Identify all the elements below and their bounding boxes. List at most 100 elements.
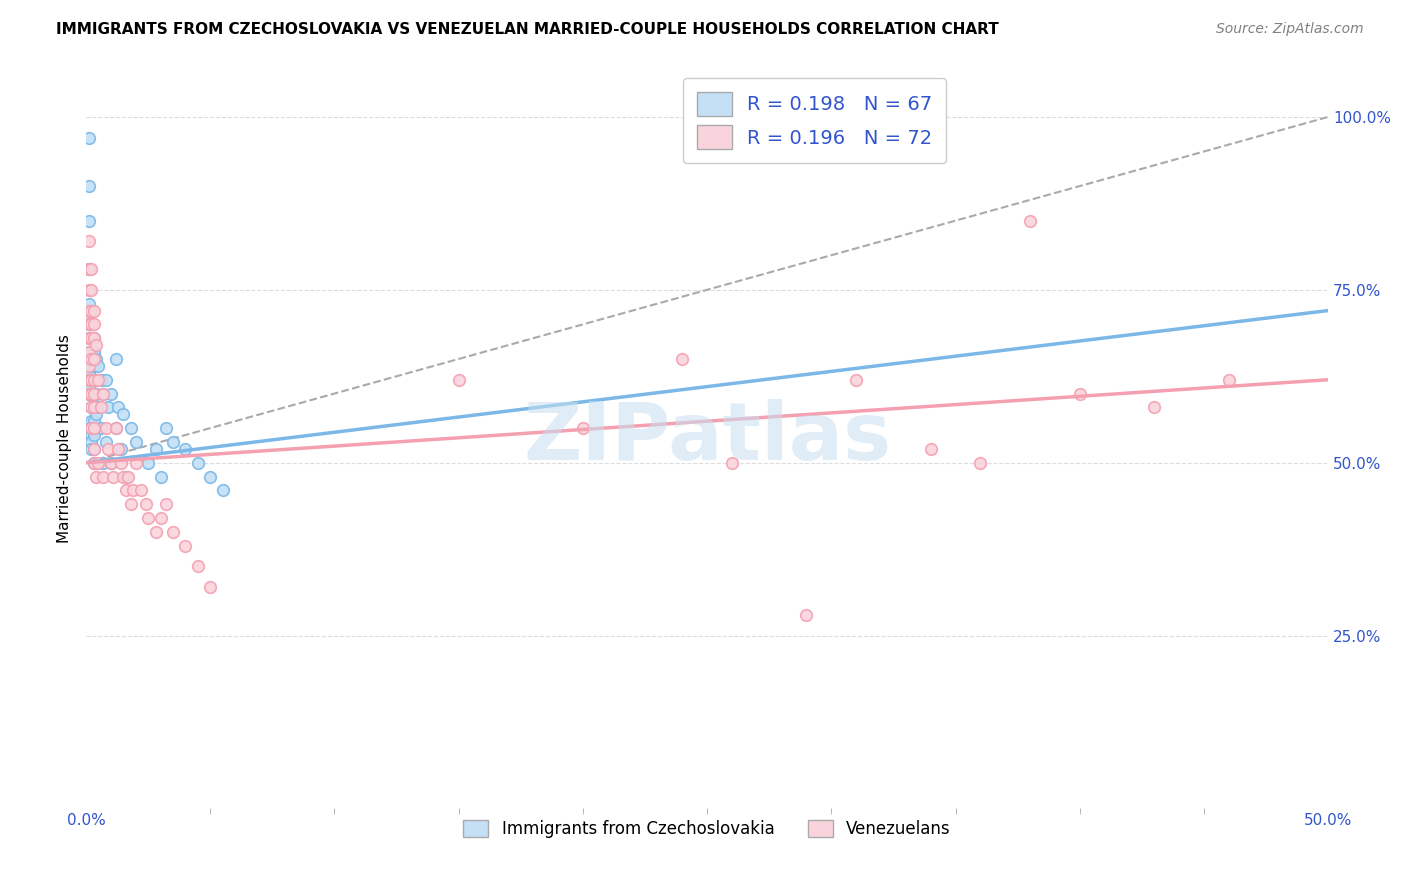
Point <box>80 351 103 366</box>
Point <box>103 469 125 483</box>
Text: ZIPatlas: ZIPatlas <box>523 400 891 477</box>
Point <box>97 442 120 456</box>
Point <box>87 359 110 373</box>
Point <box>107 442 129 456</box>
Point <box>77 262 100 277</box>
Point <box>83 401 105 415</box>
Point <box>80 414 103 428</box>
Point <box>83 386 105 401</box>
Point <box>149 511 172 525</box>
Point <box>84 469 107 483</box>
Point <box>77 386 100 401</box>
Point <box>83 421 105 435</box>
Point <box>77 359 100 373</box>
Point <box>120 497 142 511</box>
Point <box>122 483 145 498</box>
Text: Source: ZipAtlas.com: Source: ZipAtlas.com <box>1216 22 1364 37</box>
Point <box>83 373 105 387</box>
Point <box>447 373 470 387</box>
Point <box>83 442 105 456</box>
Point <box>77 386 100 401</box>
Point <box>117 469 139 483</box>
Point <box>77 213 100 227</box>
Point <box>80 442 103 456</box>
Point <box>80 318 103 332</box>
Point <box>77 331 100 345</box>
Point <box>129 483 152 498</box>
Point <box>174 442 197 456</box>
Point <box>77 296 100 310</box>
Legend: Immigrants from Czechoslovakia, Venezuelans: Immigrants from Czechoslovakia, Venezuel… <box>457 813 957 845</box>
Point <box>110 456 132 470</box>
Point <box>80 434 103 449</box>
Point <box>77 379 100 393</box>
Point <box>94 421 117 435</box>
Point <box>80 331 103 345</box>
Point <box>77 373 100 387</box>
Point <box>80 283 103 297</box>
Point <box>83 414 105 428</box>
Point <box>77 130 100 145</box>
Point <box>107 401 129 415</box>
Point <box>93 386 115 401</box>
Point <box>80 331 103 345</box>
Point <box>93 386 115 401</box>
Point <box>80 386 103 401</box>
Point <box>80 421 103 435</box>
Point <box>110 442 132 456</box>
Point <box>90 421 112 435</box>
Point <box>77 345 100 359</box>
Point <box>1069 386 1091 401</box>
Point <box>155 497 177 511</box>
Point <box>145 524 167 539</box>
Point <box>845 373 868 387</box>
Point <box>77 373 100 387</box>
Point <box>671 351 693 366</box>
Point <box>93 469 115 483</box>
Point <box>77 262 100 277</box>
Point <box>77 235 100 249</box>
Point <box>721 456 744 470</box>
Point <box>114 483 136 498</box>
Point <box>1019 213 1042 227</box>
Point <box>83 442 105 456</box>
Point <box>77 359 100 373</box>
Point <box>90 401 112 415</box>
Point <box>83 303 105 318</box>
Point <box>572 421 595 435</box>
Point <box>200 469 222 483</box>
Point <box>83 456 105 470</box>
Point <box>83 351 105 366</box>
Point <box>77 366 100 380</box>
Point <box>80 373 103 387</box>
Point <box>112 407 135 421</box>
Point <box>145 442 167 456</box>
Point <box>80 401 103 415</box>
Point <box>120 421 142 435</box>
Point <box>83 456 105 470</box>
Point <box>112 469 135 483</box>
Point <box>83 359 105 373</box>
Point <box>83 331 105 345</box>
Point <box>83 428 105 442</box>
Point <box>87 456 110 470</box>
Point <box>125 434 148 449</box>
Point <box>1143 401 1166 415</box>
Point <box>80 428 103 442</box>
Y-axis label: Married-couple Households: Married-couple Households <box>58 334 72 543</box>
Point <box>77 303 100 318</box>
Point <box>80 345 103 359</box>
Point <box>100 386 122 401</box>
Point <box>104 421 127 435</box>
Point <box>84 338 107 352</box>
Point <box>100 456 122 470</box>
Point <box>84 351 107 366</box>
Point <box>100 456 122 470</box>
Point <box>125 456 148 470</box>
Point <box>155 421 177 435</box>
Point <box>80 303 103 318</box>
Point <box>77 318 100 332</box>
Point <box>80 359 103 373</box>
Point <box>77 345 100 359</box>
Point <box>162 434 184 449</box>
